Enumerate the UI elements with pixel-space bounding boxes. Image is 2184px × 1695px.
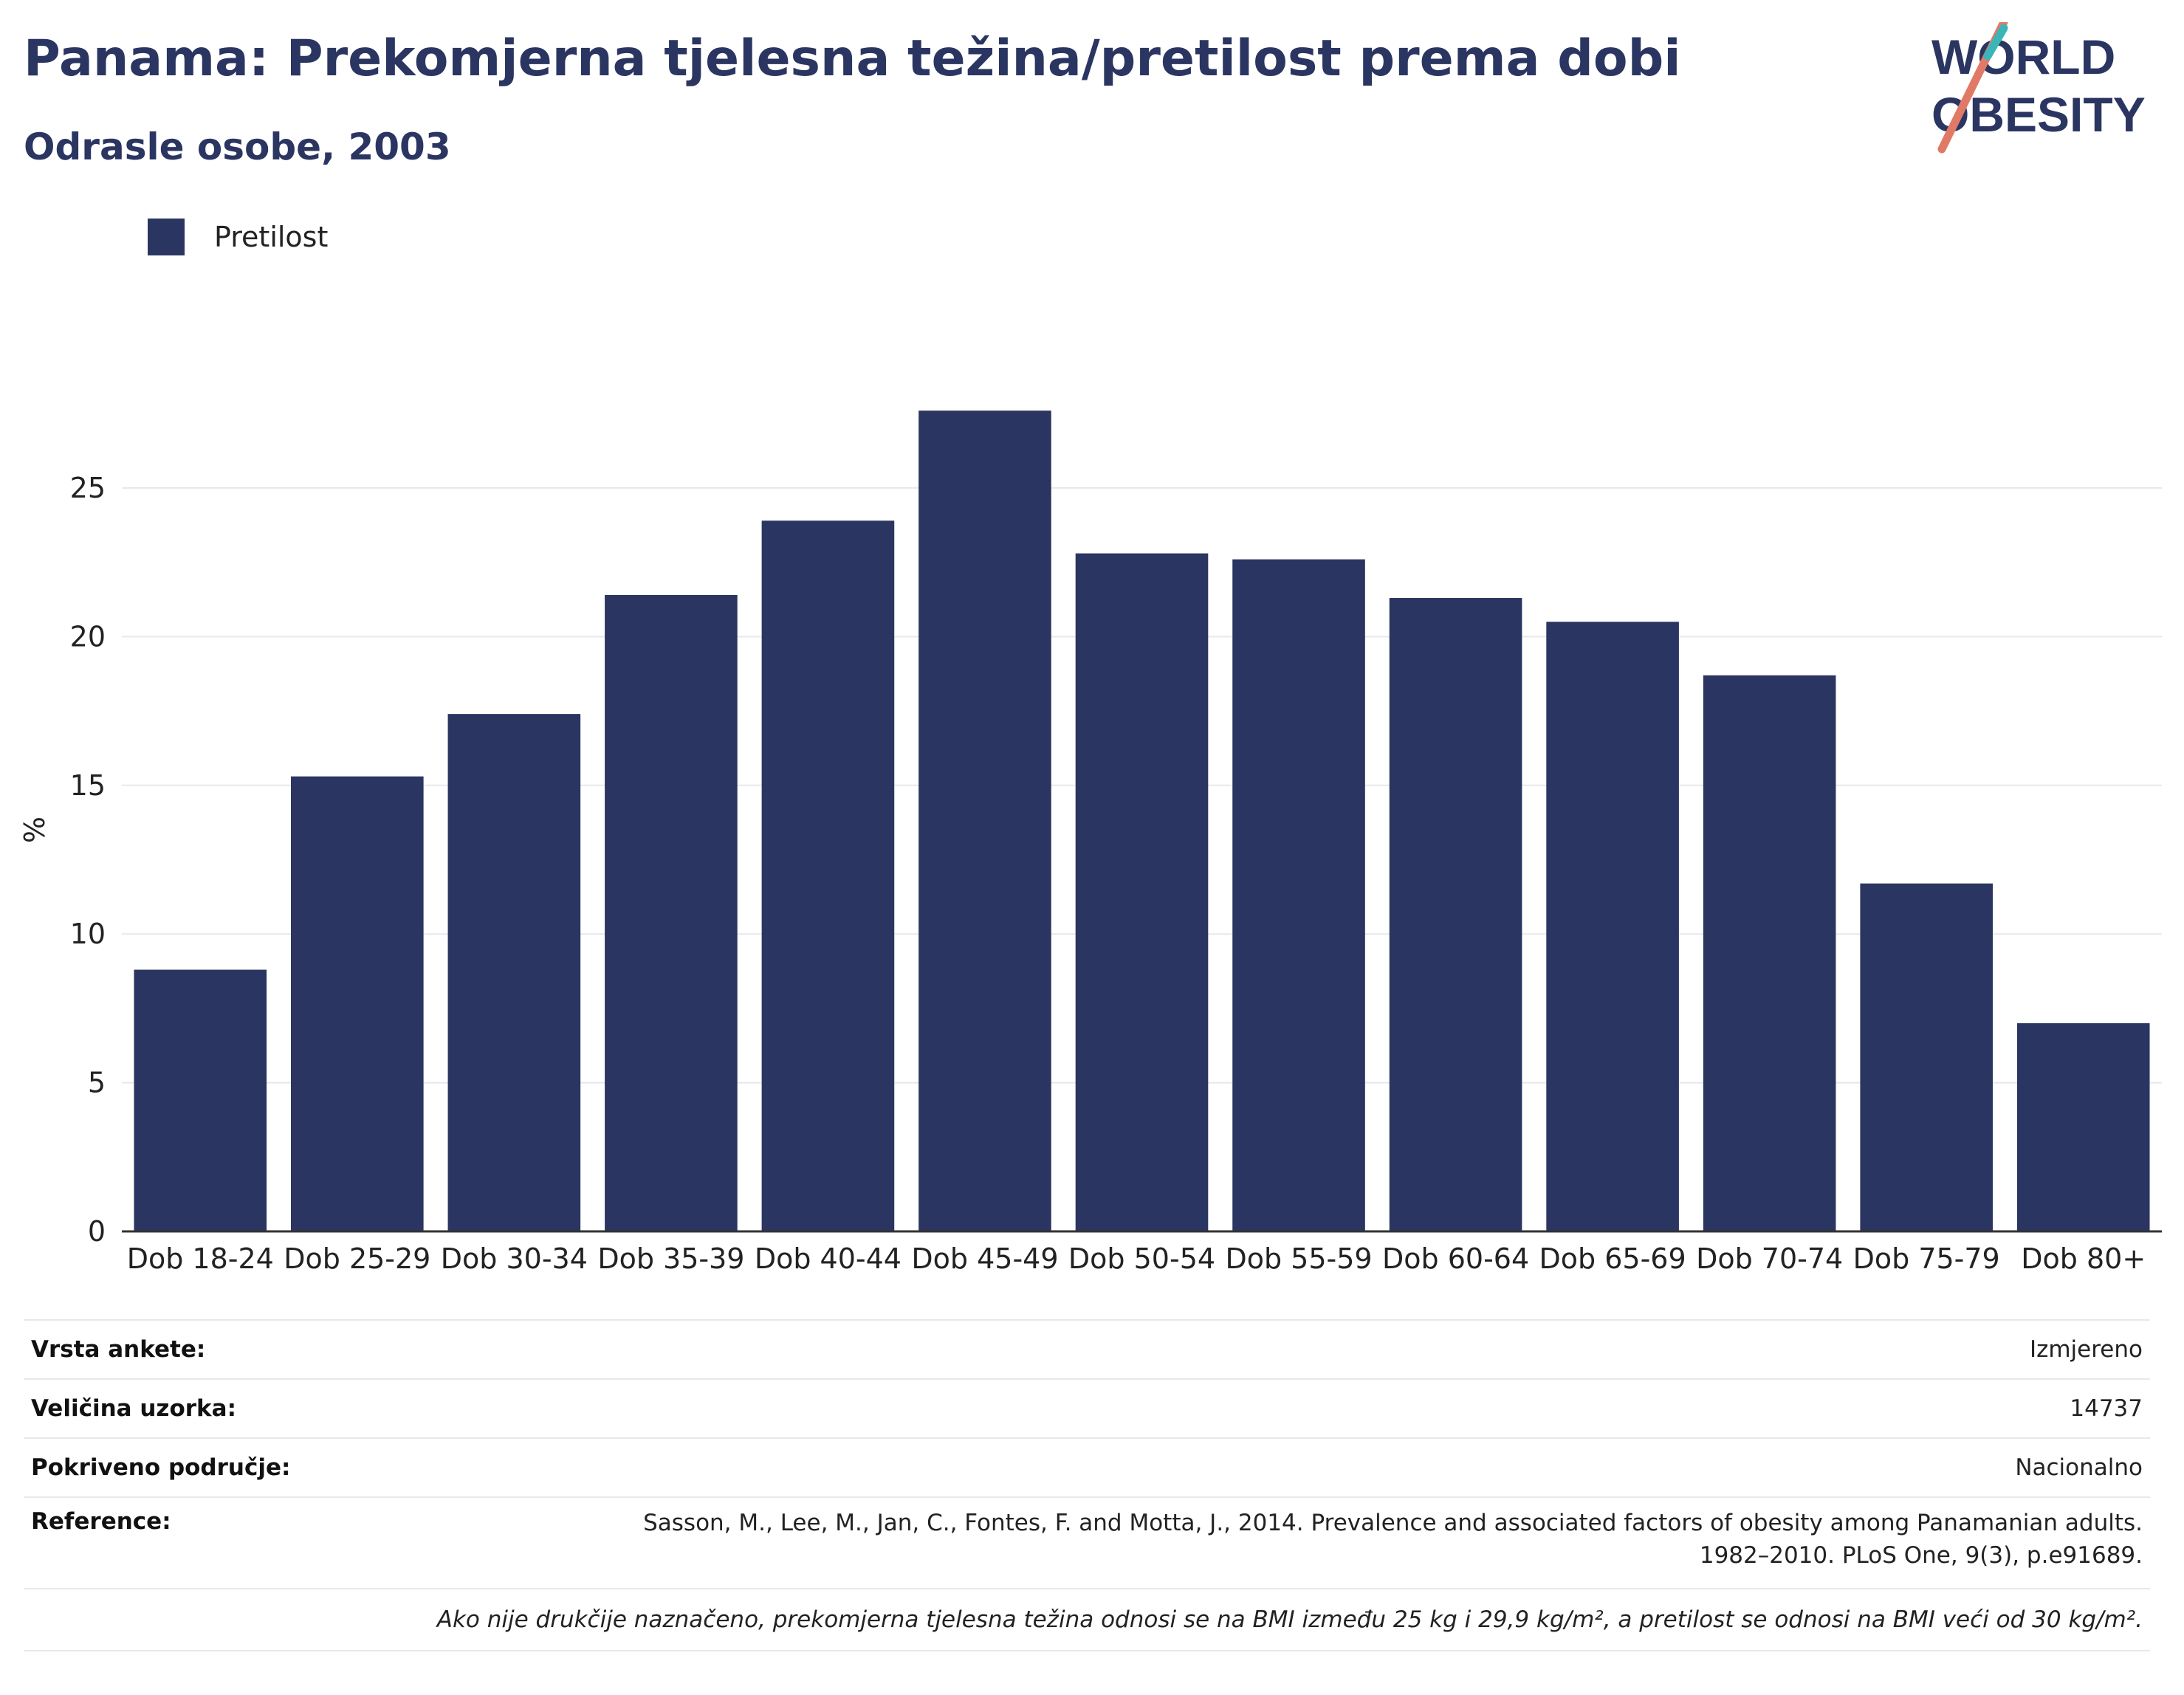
info-key: Reference: — [24, 1496, 481, 1589]
x-tick-label: Dob 30-34 — [441, 1242, 588, 1275]
world-obesity-logo: WORLD OBESITY — [1931, 22, 2146, 154]
x-tick-label: Dob 18-24 — [127, 1242, 274, 1275]
x-tick-label: Dob 50-54 — [1068, 1242, 1215, 1275]
page-title: Panama: Prekomjerna tjelesna težina/pret… — [24, 30, 1681, 88]
x-tick-label: Dob 75-79 — [1853, 1242, 2000, 1275]
reference-line-1: Sasson, M., Lee, M., Jan, C., Fontes, F.… — [643, 1510, 2143, 1536]
bar-dob-45-49 — [918, 410, 1051, 1231]
bar-dob-60-64 — [1389, 598, 1522, 1231]
bar-dob-55-59 — [1232, 559, 1365, 1231]
info-key: Veličina uzorka: — [24, 1378, 481, 1438]
legend-swatch — [148, 219, 185, 255]
x-tick-label: Dob 45-49 — [911, 1242, 1058, 1275]
bar-dob-18-24 — [134, 969, 267, 1231]
bar-dob-65-69 — [1546, 622, 1679, 1231]
y-tick-label: 25 — [70, 472, 106, 504]
x-tick-label: Dob 35-39 — [597, 1242, 744, 1275]
svg-text:WORLD: WORLD — [1931, 30, 2115, 84]
bar-dob-30-34 — [447, 714, 581, 1231]
legend-label: Pretilost — [214, 221, 329, 253]
bar-dob-35-39 — [605, 594, 738, 1231]
bar-dob-50-54 — [1075, 553, 1209, 1231]
x-tick-label: Dob 70-74 — [1696, 1242, 1843, 1275]
definition-note: Ako nije drukčije naznačeno, prekomjerna… — [24, 1588, 2150, 1651]
info-value: Nacionalno — [481, 1437, 2150, 1497]
x-tick-label: Dob 25-29 — [284, 1242, 430, 1275]
info-key: Pokriveno područje: — [24, 1437, 481, 1497]
bar-dob-75-79 — [1860, 883, 1993, 1231]
y-tick-label: 20 — [70, 620, 106, 653]
x-tick-label: Dob 40-44 — [755, 1242, 902, 1275]
x-tick-label: Dob 65-69 — [1539, 1242, 1686, 1275]
chart-legend: Pretilost — [148, 219, 328, 255]
info-row-sample-size: Veličina uzorka: 14737 — [24, 1378, 2150, 1438]
y-tick-label: 10 — [70, 918, 106, 950]
info-key: Vrsta ankete: — [24, 1319, 481, 1379]
svg-text:OBESITY: OBESITY — [1931, 87, 2146, 142]
survey-info-table: Vrsta ankete: Izmjereno Veličina uzorka:… — [24, 1319, 2150, 1651]
bar-dob-25-29 — [291, 776, 424, 1231]
x-axis-ticks: Dob 18-24 Dob 25-29 Dob 30-34 Dob 35-39 Dob … — [127, 1242, 2146, 1275]
info-value: Sasson, M., Lee, M., Jan, C., Fontes, F.… — [481, 1496, 2150, 1589]
y-tick-label: 5 — [88, 1067, 106, 1099]
info-row-survey-type: Vrsta ankete: Izmjereno — [24, 1319, 2150, 1379]
reference-line-2: 1982–2010. PLoS One, 9(3), p.e91689. — [1699, 1542, 2143, 1569]
bar-dob-40-44 — [761, 520, 895, 1231]
info-row-coverage: Pokriveno područje: Nacionalno — [24, 1437, 2150, 1497]
y-axis-ticks: 0 5 10 15 20 25 — [70, 472, 106, 1248]
page-subtitle: Odrasle osobe, 2003 — [24, 126, 451, 168]
info-row-note: Ako nije drukčije naznačeno, prekomjerna… — [24, 1588, 2150, 1651]
y-tick-label: 15 — [70, 769, 106, 802]
info-value: Izmjereno — [481, 1319, 2150, 1379]
x-tick-label: Dob 55-59 — [1225, 1242, 1372, 1275]
bar-dob-80- — [2016, 1023, 2150, 1231]
y-axis-label: % — [18, 816, 51, 843]
bar-dob-70-74 — [1703, 675, 1836, 1231]
info-row-reference: Reference: Sasson, M., Lee, M., Jan, C.,… — [24, 1496, 2150, 1589]
y-tick-label: 0 — [88, 1215, 106, 1248]
bar-chart: Dob 18-24 Dob 25-29 Dob 30-34 Dob 35-39 Dob … — [18, 410, 2162, 1275]
bars — [134, 410, 2150, 1231]
info-value: 14737 — [481, 1378, 2150, 1438]
x-tick-label: Dob 80+ — [2021, 1242, 2146, 1275]
x-tick-label: Dob 60-64 — [1382, 1242, 1529, 1275]
